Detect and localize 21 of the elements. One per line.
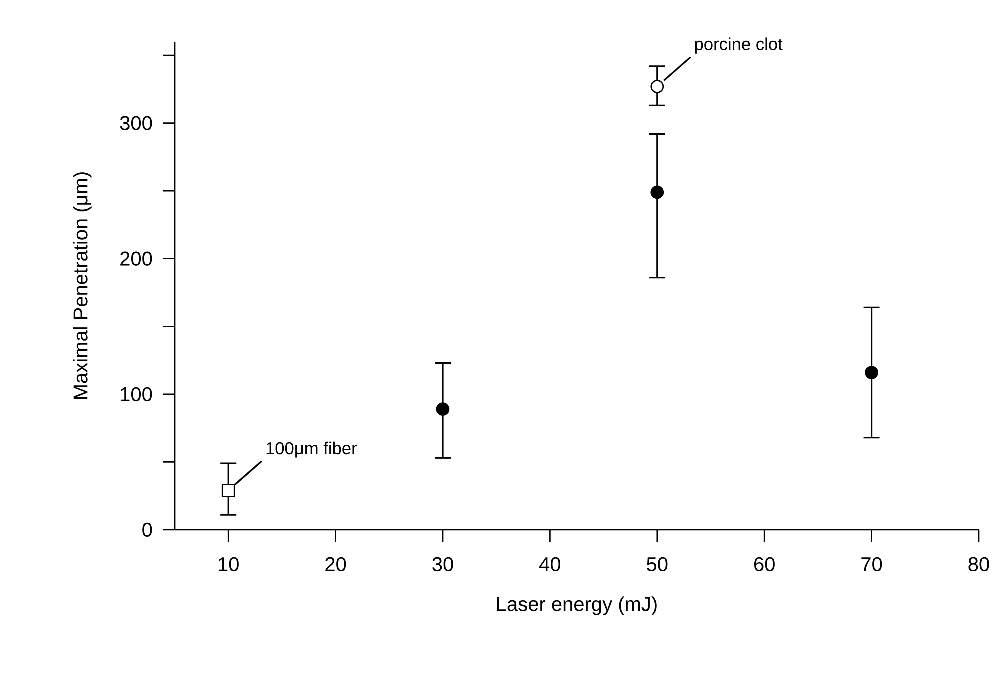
point — [222, 484, 236, 498]
point — [865, 366, 878, 380]
x-tick-label: 10 — [219, 557, 239, 572]
y-tick-label: 0 — [142, 522, 152, 538]
annotation: porcine clot — [695, 38, 783, 54]
y-tick-label: 200 — [120, 252, 152, 266]
x-tick-label: 60 — [754, 557, 775, 572]
annotation: 100μm fiber — [266, 442, 358, 458]
x-tick-label: 20 — [326, 557, 346, 572]
y-axis-title: Maximal Penetration (μm) — [73, 172, 92, 400]
x-tick-label: 40 — [540, 557, 561, 572]
y-tick-label: 100 — [121, 387, 152, 402]
x-axis-title: Laser energy (mJ) — [497, 596, 657, 616]
point — [650, 186, 664, 200]
x-tick-label: 80 — [968, 557, 990, 572]
point — [436, 402, 450, 416]
x-tick-label: 70 — [862, 557, 882, 572]
x-tick-label: 50 — [647, 557, 668, 572]
point — [650, 80, 664, 94]
y-tick-label: 300 — [120, 116, 152, 130]
x-tick-label: 30 — [432, 557, 454, 572]
